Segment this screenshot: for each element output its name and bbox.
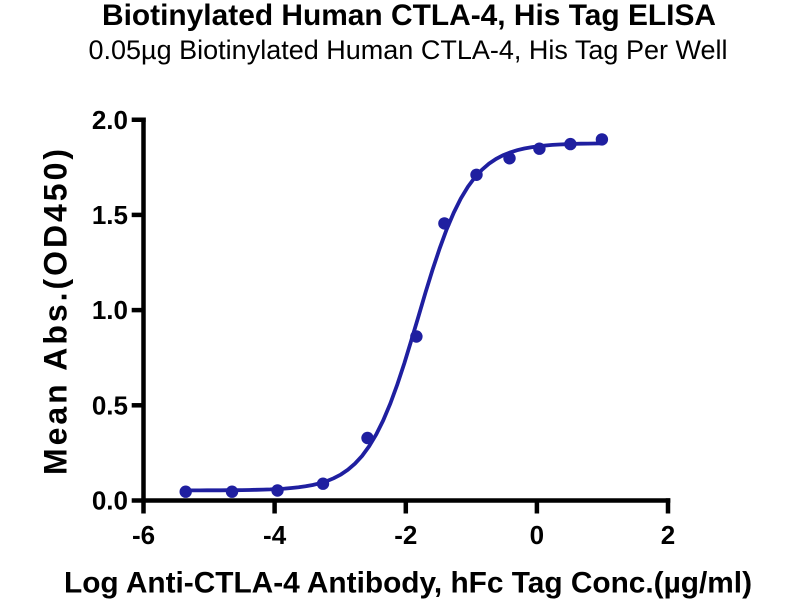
svg-text:-2: -2 <box>394 520 417 550</box>
svg-text:1.0: 1.0 <box>92 295 128 325</box>
svg-text:1.5: 1.5 <box>92 200 128 230</box>
svg-text:Log Anti-CTLA-4 Antibody, hFc: Log Anti-CTLA-4 Antibody, hFc Tag Conc.(… <box>64 567 752 600</box>
svg-text:Mean Abs.(OD450): Mean Abs.(OD450) <box>38 149 74 475</box>
svg-text:2.0: 2.0 <box>92 105 128 135</box>
svg-text:0.05µg Biotinylated Human CTLA: 0.05µg Biotinylated Human CTLA-4, His Ta… <box>89 35 728 65</box>
svg-text:Biotinylated Human CTLA-4, His: Biotinylated Human CTLA-4, His Tag ELISA <box>102 0 716 32</box>
svg-text:-4: -4 <box>263 520 287 550</box>
svg-text:0.0: 0.0 <box>92 486 128 516</box>
svg-text:0.5: 0.5 <box>92 391 128 421</box>
svg-text:-6: -6 <box>132 520 155 550</box>
svg-text:2: 2 <box>661 520 675 550</box>
svg-text:0: 0 <box>530 520 544 550</box>
